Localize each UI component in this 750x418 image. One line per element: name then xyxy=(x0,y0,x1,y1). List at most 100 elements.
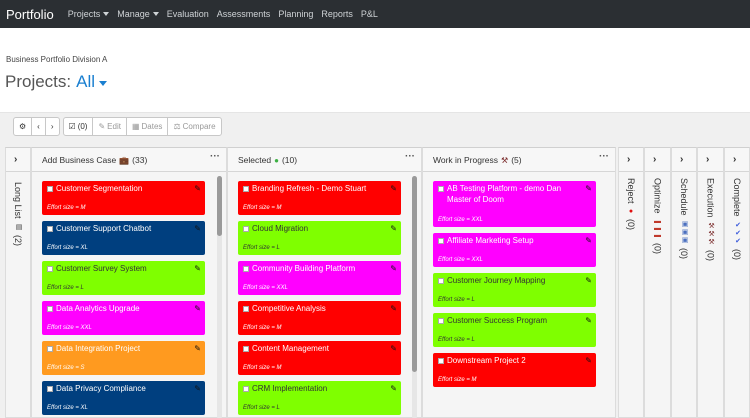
card-checkbox[interactable] xyxy=(243,346,249,352)
card-checkbox[interactable] xyxy=(47,266,53,272)
select-count-button[interactable]: ☑ (0) xyxy=(64,118,94,135)
pencil-icon[interactable]: ✎ xyxy=(585,236,592,245)
more-options-icon[interactable]: ··· xyxy=(599,151,609,162)
more-options-icon[interactable]: ··· xyxy=(405,151,415,162)
project-card[interactable]: AB Testing Platform - demo Dan Master of… xyxy=(433,181,596,227)
projects-filter-dropdown[interactable]: All xyxy=(76,72,96,91)
pencil-icon[interactable]: ✎ xyxy=(194,184,201,193)
card-effort-size: Effort size = M xyxy=(243,365,282,371)
project-card[interactable]: Cloud Migration Effort size = L ✎ xyxy=(238,221,401,255)
card-checkbox[interactable] xyxy=(243,226,249,232)
project-card[interactable]: Affiliate Marketing Setup Effort size = X… xyxy=(433,233,596,267)
scrollbar[interactable] xyxy=(412,176,417,418)
card-checkbox[interactable] xyxy=(438,238,444,244)
execution-label[interactable]: Execution ⚒⚒⚒ (0) xyxy=(698,178,723,261)
card-checkbox[interactable] xyxy=(243,266,249,272)
settings-button[interactable]: ⚙ xyxy=(14,118,33,135)
card-checkbox[interactable] xyxy=(438,278,444,284)
pencil-icon[interactable]: ✎ xyxy=(390,384,397,393)
brand-logo[interactable]: Portfolio xyxy=(6,6,54,22)
chevron-right-icon[interactable]: › xyxy=(14,154,18,165)
project-card[interactable]: Community Building Platform Effort size =… xyxy=(238,261,401,295)
scrollbar[interactable] xyxy=(217,176,222,418)
column-header: › xyxy=(672,148,696,172)
pencil-icon[interactable]: ✎ xyxy=(194,224,201,233)
project-card[interactable]: Data Privacy Compliance Effort size = XL ✎ xyxy=(42,381,205,415)
pencil-icon[interactable]: ✎ xyxy=(585,184,592,193)
next-button[interactable]: › xyxy=(46,118,59,135)
pencil-icon[interactable]: ✎ xyxy=(390,184,397,193)
nav-projects[interactable]: Projects xyxy=(68,9,110,19)
scrollbar-thumb[interactable] xyxy=(412,176,417,372)
card-checkbox[interactable] xyxy=(243,306,249,312)
pencil-icon[interactable]: ✎ xyxy=(390,304,397,313)
pencil-icon[interactable]: ✎ xyxy=(194,384,201,393)
project-card[interactable]: Branding Refresh - Demo Stuart Effort siz… xyxy=(238,181,401,215)
pencil-icon[interactable]: ✎ xyxy=(194,304,201,313)
chevron-down-icon[interactable] xyxy=(99,81,108,86)
card-checkbox[interactable] xyxy=(438,358,444,364)
calendar-icon: ▦ xyxy=(131,122,140,131)
project-card[interactable]: CRM Implementation Effort size = L ✎ xyxy=(238,381,401,415)
execution-count: (0) xyxy=(705,249,716,261)
schedule-label[interactable]: Schedule ▣▣▣ (0) xyxy=(672,178,696,259)
pencil-icon[interactable]: ✎ xyxy=(194,264,201,273)
pencil-icon[interactable]: ✎ xyxy=(585,356,592,365)
nav-planning[interactable]: Planning xyxy=(278,9,314,19)
chevron-right-icon[interactable]: › xyxy=(653,154,657,165)
pencil-icon[interactable]: ✎ xyxy=(390,224,397,233)
chevron-right-icon[interactable]: › xyxy=(706,154,710,165)
edit-label: Edit xyxy=(107,122,121,131)
project-card[interactable]: Data Analytics Upgrade Effort size = XXL ✎ xyxy=(42,301,205,335)
chevron-right-icon[interactable]: › xyxy=(680,154,684,165)
pencil-icon[interactable]: ✎ xyxy=(390,344,397,353)
chevron-right-icon[interactable]: › xyxy=(733,154,737,165)
project-card[interactable]: Customer Support Chatbot Effort size = XL… xyxy=(42,221,205,255)
compare-label: Compare xyxy=(182,122,216,131)
pencil-icon[interactable]: ✎ xyxy=(585,276,592,285)
card-checkbox[interactable] xyxy=(243,386,249,392)
column-header: › xyxy=(725,148,749,172)
reject-label[interactable]: Reject ● (0) xyxy=(619,178,643,230)
nav-evaluation[interactable]: Evaluation xyxy=(166,9,209,19)
project-card[interactable]: Content Management Effort size = M ✎ xyxy=(238,341,401,375)
card-checkbox[interactable] xyxy=(47,186,53,192)
pencil-icon[interactable]: ✎ xyxy=(585,316,592,325)
previous-button[interactable]: ‹ xyxy=(32,118,46,135)
project-card[interactable]: Customer Survey System Effort size = L ✎ xyxy=(42,261,205,295)
card-effort-size: Effort size = XXL xyxy=(438,217,483,223)
card-checkbox[interactable] xyxy=(47,386,53,392)
nav-pl[interactable]: P&L xyxy=(360,9,378,19)
card-checkbox[interactable] xyxy=(438,186,444,192)
edit-button[interactable]: ✎ Edit xyxy=(93,118,127,135)
card-checkbox[interactable] xyxy=(47,226,53,232)
scrollbar-thumb[interactable] xyxy=(217,176,222,236)
nav-assessments[interactable]: Assessments xyxy=(216,9,271,19)
card-checkbox[interactable] xyxy=(47,346,53,352)
cars-icon: ▬▬▬ xyxy=(654,217,661,239)
pencil-icon[interactable]: ✎ xyxy=(390,264,397,273)
nav-reports[interactable]: Reports xyxy=(321,9,353,19)
project-card[interactable]: Customer Success Program Effort size = L ✎ xyxy=(433,313,596,347)
project-card[interactable]: Data Integration Project Effort size = S ✎ xyxy=(42,341,205,375)
more-options-icon[interactable]: ··· xyxy=(210,151,220,162)
column-header: Add Business Case 💼 (33) ··· xyxy=(32,148,226,172)
card-checkbox[interactable] xyxy=(47,306,53,312)
card-checkbox[interactable] xyxy=(438,318,444,324)
project-card[interactable]: Customer Segmentation Effort size = M ✎ xyxy=(42,181,205,215)
pencil-icon[interactable]: ✎ xyxy=(194,344,201,353)
card-title: Affiliate Marketing Setup xyxy=(447,236,534,245)
optimize-label[interactable]: Optimize ▬▬▬ (0) xyxy=(645,178,670,254)
project-card[interactable]: Competitive Analysis Effort size = M ✎ xyxy=(238,301,401,335)
compare-button[interactable]: ⚖ Compare xyxy=(168,118,220,135)
column-title: Selected ● (10) xyxy=(238,155,297,165)
nav-manage[interactable]: Manage xyxy=(117,9,159,19)
long-list-label[interactable]: Long List ▤ (2) xyxy=(6,182,30,246)
card-checkbox[interactable] xyxy=(243,186,249,192)
project-card[interactable]: Downstream Project 2 Effort size = M ✎ xyxy=(433,353,596,387)
chevron-right-icon[interactable]: › xyxy=(627,154,631,165)
column-header: › xyxy=(645,148,670,172)
project-card[interactable]: Customer Journey Mapping Effort size = L ✎ xyxy=(433,273,596,307)
complete-label[interactable]: Complete ✔✔✔ (0) xyxy=(725,178,749,260)
dates-button[interactable]: ▦ Dates xyxy=(127,118,169,135)
